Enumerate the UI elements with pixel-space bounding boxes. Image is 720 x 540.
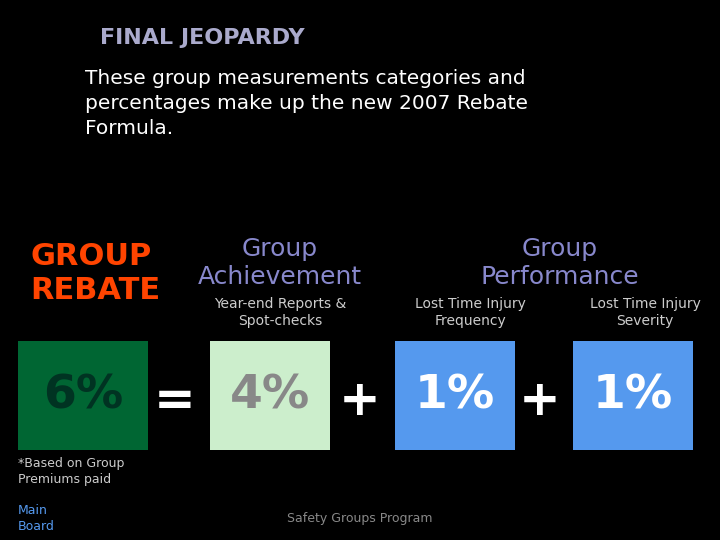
FancyBboxPatch shape <box>18 341 148 450</box>
Text: +: + <box>339 376 381 424</box>
FancyBboxPatch shape <box>395 341 515 450</box>
Text: 1%: 1% <box>415 373 495 418</box>
Text: Year-end Reports &
Spot-checks: Year-end Reports & Spot-checks <box>214 296 346 328</box>
Text: =: = <box>154 376 196 424</box>
Text: FINAL JEOPARDY: FINAL JEOPARDY <box>100 28 305 48</box>
Text: 1%: 1% <box>593 373 673 418</box>
Text: These group measurements categories and
percentages make up the new 2007 Rebate
: These group measurements categories and … <box>85 69 528 138</box>
Text: +: + <box>519 376 561 424</box>
Text: Main
Board: Main Board <box>18 504 55 534</box>
Text: Group
Achievement: Group Achievement <box>198 238 362 289</box>
Text: Safety Groups Program: Safety Groups Program <box>287 512 433 525</box>
Text: Group
Performance: Group Performance <box>481 238 639 289</box>
Text: GROUP
REBATE: GROUP REBATE <box>30 242 160 305</box>
FancyBboxPatch shape <box>573 341 693 450</box>
Text: 6%: 6% <box>43 373 123 418</box>
Text: Lost Time Injury
Severity: Lost Time Injury Severity <box>590 296 701 328</box>
FancyBboxPatch shape <box>210 341 330 450</box>
Text: 4%: 4% <box>230 373 310 418</box>
Text: Lost Time Injury
Frequency: Lost Time Injury Frequency <box>415 296 526 328</box>
Text: *Based on Group
Premiums paid: *Based on Group Premiums paid <box>18 457 125 486</box>
